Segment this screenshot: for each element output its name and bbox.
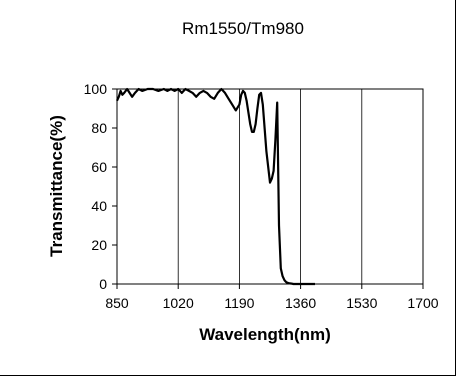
y-tick-label: 100: [84, 81, 108, 97]
y-tick-label: 60: [91, 159, 107, 175]
y-tick-label: 0: [99, 276, 107, 292]
x-axis-ticks: 850 1020 1190 1360 1530 1700: [105, 284, 439, 311]
y-axis-title: Transmittance(%): [47, 115, 66, 257]
plot-area-border: [116, 88, 424, 285]
grid: [177, 89, 363, 284]
series-line-layer: [116, 87, 315, 286]
x-tick-label: 1190: [224, 295, 254, 311]
x-tick-label: 1020: [163, 295, 194, 311]
x-tick-label: 1700: [407, 295, 438, 311]
y-axis-ticks: 0 20 40 60 80 100: [84, 81, 117, 292]
y-tick-label: 80: [91, 120, 107, 136]
y-tick-label: 20: [91, 237, 107, 253]
y-tick-label: 40: [91, 198, 107, 214]
x-tick-label: 1530: [346, 295, 377, 311]
series-line: [116, 87, 315, 286]
x-tick-label: 850: [105, 295, 129, 311]
chart-title: Rm1550/Tm980: [182, 19, 304, 38]
x-axis-title: Wavelength(nm): [199, 325, 331, 344]
x-tick-label: 1360: [285, 295, 316, 311]
